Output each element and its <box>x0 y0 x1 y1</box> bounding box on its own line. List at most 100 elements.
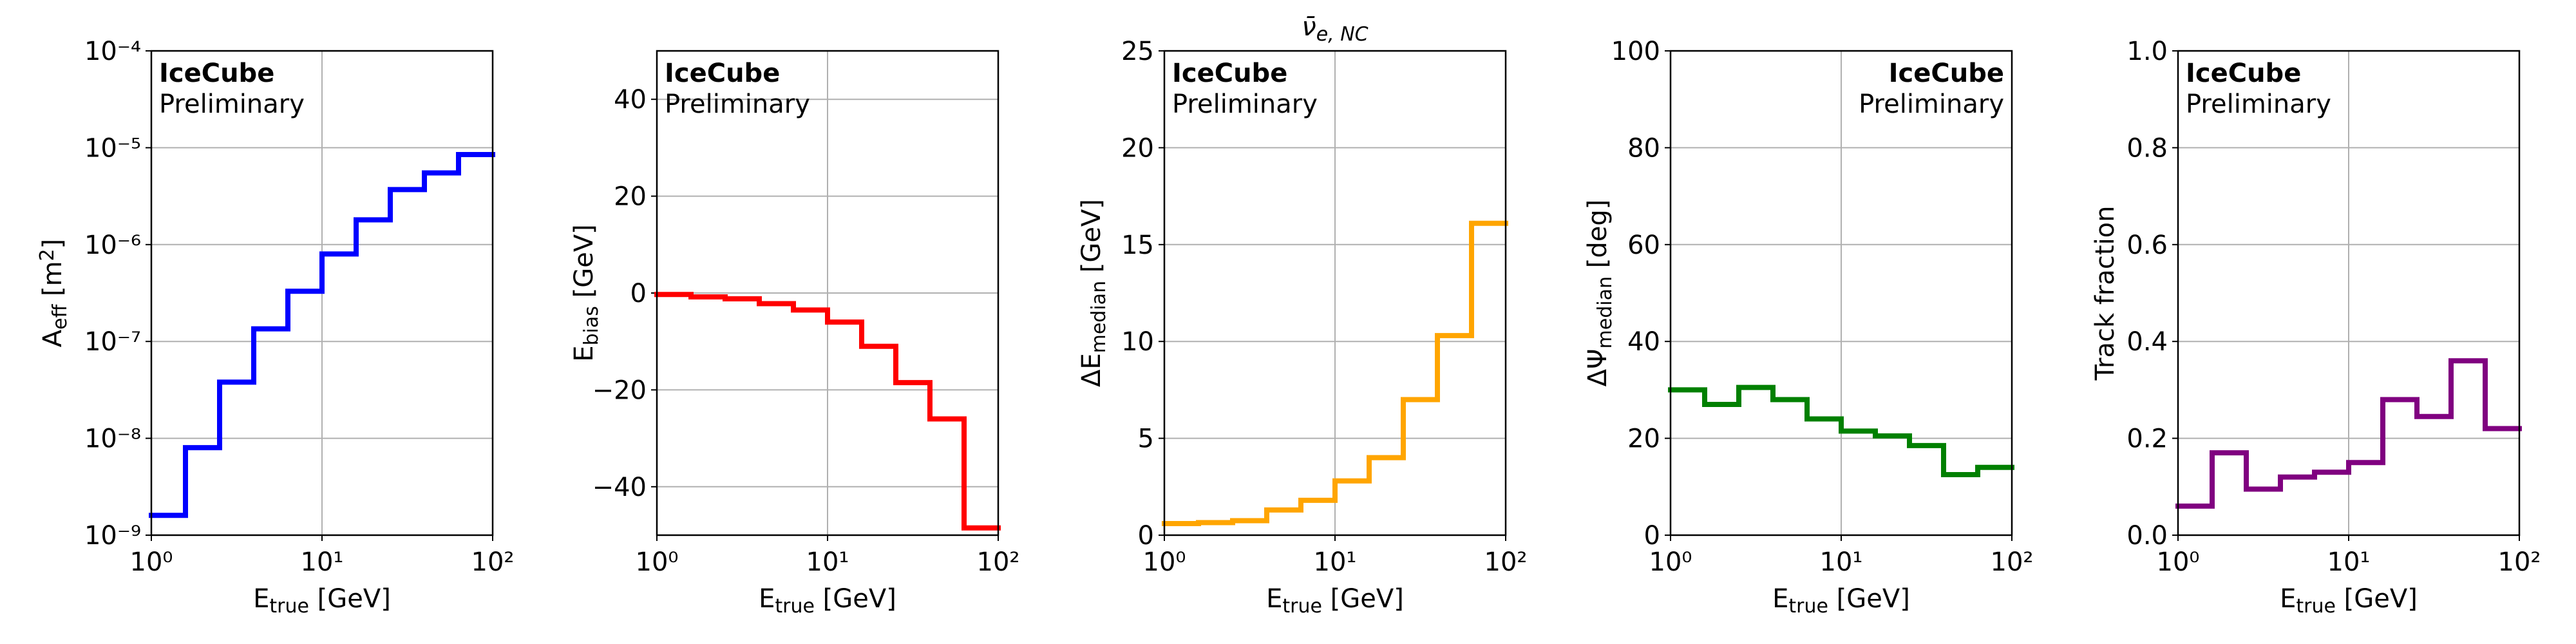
y-tick-label: 60 <box>1627 231 1660 260</box>
y-tick-label: 1.0 <box>2126 37 2168 66</box>
label-part: ΔΨ <box>1583 348 1613 386</box>
y-tick-label: 0 <box>630 279 647 308</box>
y-tick-label: 10⁻⁴ <box>84 37 141 66</box>
y-axis-label: Track fraction <box>2090 205 2120 381</box>
annotation: Preliminary <box>1859 90 2004 119</box>
y-tick-label: 5 <box>1138 424 1154 454</box>
x-tick-label: 10⁰ <box>636 547 679 577</box>
label-part: [GeV] <box>1322 584 1404 614</box>
label-part: E <box>759 584 775 614</box>
y-tick-label: 0.2 <box>2126 424 2168 454</box>
label-part: eff <box>49 303 71 329</box>
x-tick-label: 10² <box>1484 547 1528 577</box>
x-tick-label: 10¹ <box>1314 547 1357 577</box>
y-tick-label: 10⁻⁹ <box>84 521 141 551</box>
annotation: Preliminary <box>2186 90 2331 119</box>
x-axis-label: Etrue [GeV] <box>253 584 391 618</box>
label-part: E <box>1266 584 1282 614</box>
label-part: true <box>1788 595 1828 618</box>
x-tick-label: 10¹ <box>1820 547 1863 577</box>
label-part: [GeV] <box>1828 584 1910 614</box>
x-axis-label: Etrue [GeV] <box>759 584 896 618</box>
label-part: E <box>569 346 599 362</box>
axes-frame <box>150 50 494 536</box>
y-tick-label: 15 <box>1121 231 1154 260</box>
label-part: true <box>775 595 815 618</box>
y-tick-label: 10 <box>1121 327 1154 357</box>
label-part: ν̄ <box>1302 12 1316 42</box>
x-tick-label: 10¹ <box>806 547 849 577</box>
label-part: A <box>38 329 68 347</box>
y-tick-label: −40 <box>592 473 647 502</box>
annotation: IceCube <box>1889 59 2004 88</box>
label-part: [GeV] <box>569 224 599 306</box>
label-part: true <box>269 595 309 618</box>
x-axis-label: Etrue [GeV] <box>1266 584 1404 618</box>
y-tick-label: 40 <box>1627 327 1660 357</box>
y-tick-label: 20 <box>614 182 647 212</box>
axes-frame <box>1669 50 2013 536</box>
y-tick-label: 0.6 <box>2126 231 2168 260</box>
x-tick-label: 10² <box>471 547 515 577</box>
label-part: [GeV] <box>2336 584 2418 614</box>
y-axis-label: Aeff [m2] <box>36 239 71 348</box>
y-tick-label: 0.8 <box>2126 133 2168 163</box>
label-part: E <box>1772 584 1788 614</box>
x-tick-label: 10² <box>977 547 1020 577</box>
axes-frame <box>656 50 999 536</box>
y-axis-label: Ebias [GeV] <box>569 224 603 362</box>
y-axis-label: ΔEmedian [GeV] <box>1077 199 1110 387</box>
y-tick-label: 80 <box>1627 133 1660 163</box>
y-tick-label: −20 <box>592 375 647 405</box>
x-axis-label: Etrue [GeV] <box>2280 584 2418 618</box>
y-tick-label: 0.0 <box>2126 521 2168 551</box>
y-tick-label: 10⁻⁸ <box>84 424 141 454</box>
label-part: [GeV] <box>815 584 896 614</box>
label-part: true <box>2296 595 2336 618</box>
label-part: true <box>1282 595 1322 618</box>
y-tick-label: 10⁻⁵ <box>84 133 141 163</box>
label-part: [m <box>38 261 68 304</box>
label-part: [GeV] <box>1077 199 1106 281</box>
x-tick-label: 10¹ <box>2327 547 2371 577</box>
x-tick-label: 10⁰ <box>130 547 173 577</box>
y-tick-label: 10⁻⁶ <box>84 231 141 260</box>
label-part: [deg] <box>1583 200 1613 276</box>
y-tick-label: 10⁻⁷ <box>84 327 141 357</box>
x-tick-label: 10² <box>1991 547 2034 577</box>
axes-frame <box>1163 50 1507 536</box>
annotation: Preliminary <box>1172 90 1318 119</box>
x-tick-label: 10² <box>2498 547 2541 577</box>
label-part: E <box>2280 584 2296 614</box>
annotation: Preliminary <box>159 90 305 119</box>
annotation: IceCube <box>1172 59 1287 88</box>
x-tick-label: 10⁰ <box>2157 547 2200 577</box>
y-tick-label: 0 <box>1138 521 1154 551</box>
label-part: median <box>1088 281 1110 353</box>
annotation: IceCube <box>665 59 780 88</box>
label-part: e, NC <box>1316 23 1368 46</box>
y-tick-label: 100 <box>1611 37 1660 66</box>
x-tick-label: 10⁰ <box>1143 547 1186 577</box>
y-axis-label: ΔΨmedian [deg] <box>1583 200 1616 387</box>
y-tick-label: 25 <box>1121 37 1154 66</box>
label-part: median <box>1594 276 1616 348</box>
label-part: ΔE <box>1077 353 1106 387</box>
annotation: IceCube <box>159 59 274 88</box>
y-tick-label: 20 <box>1121 133 1154 163</box>
label-part: [GeV] <box>309 584 391 614</box>
axes-frame <box>2177 50 2521 536</box>
x-tick-label: 10⁰ <box>1649 547 1692 577</box>
x-axis-label: Etrue [GeV] <box>1772 584 1910 618</box>
label-part: bias <box>580 306 603 345</box>
label-part: Track fraction <box>2090 205 2120 381</box>
y-tick-label: 20 <box>1627 424 1660 454</box>
annotation: IceCube <box>2186 59 2301 88</box>
annotation: Preliminary <box>665 90 810 119</box>
chart-title: ν̄e, NC <box>1302 12 1368 46</box>
label-part: E <box>253 584 269 614</box>
y-tick-label: 0.4 <box>2126 327 2168 357</box>
label-part: ] <box>38 239 68 249</box>
y-tick-label: 40 <box>614 85 647 115</box>
